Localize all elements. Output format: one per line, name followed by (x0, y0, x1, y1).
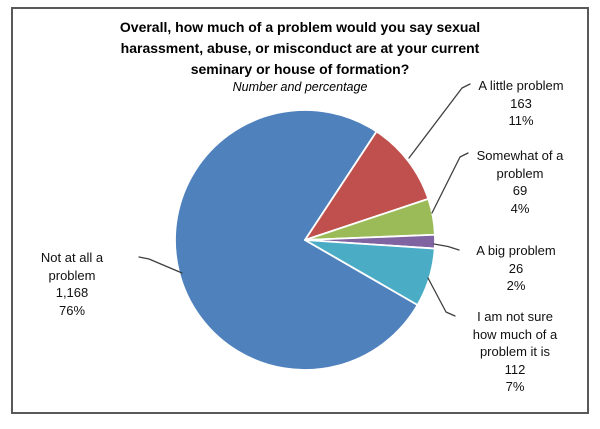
callout-big-problem: A big problem 26 2% (476, 243, 556, 293)
leader-line-big-problem (433, 243, 460, 251)
pie-slices (174, 109, 436, 371)
leader-line-not-sure (427, 277, 456, 317)
pie-slice-2 (304, 130, 430, 241)
callout-little-problem: A little problem 163 11% (478, 78, 564, 128)
chart-subtitle: Number and percentage (232, 80, 368, 94)
leader-line-somewhat-problem (431, 152, 469, 214)
callout-not-sure: I am not sure how much of a problem it i… (472, 309, 558, 394)
callout-somewhat-problem: Somewhat of a problem 69 4% (476, 148, 564, 216)
callout-not-at-all-problem: Not at all a problem 1,168 76% (40, 250, 104, 318)
leader-line-not-at-all (138, 256, 183, 274)
pie-slice-1 (174, 109, 419, 371)
pie-slice-5 (304, 239, 436, 306)
chart-title: Overall, how much of a problem would you… (119, 19, 481, 77)
leader-line-little-problem (408, 83, 471, 159)
leader-lines (138, 83, 471, 317)
